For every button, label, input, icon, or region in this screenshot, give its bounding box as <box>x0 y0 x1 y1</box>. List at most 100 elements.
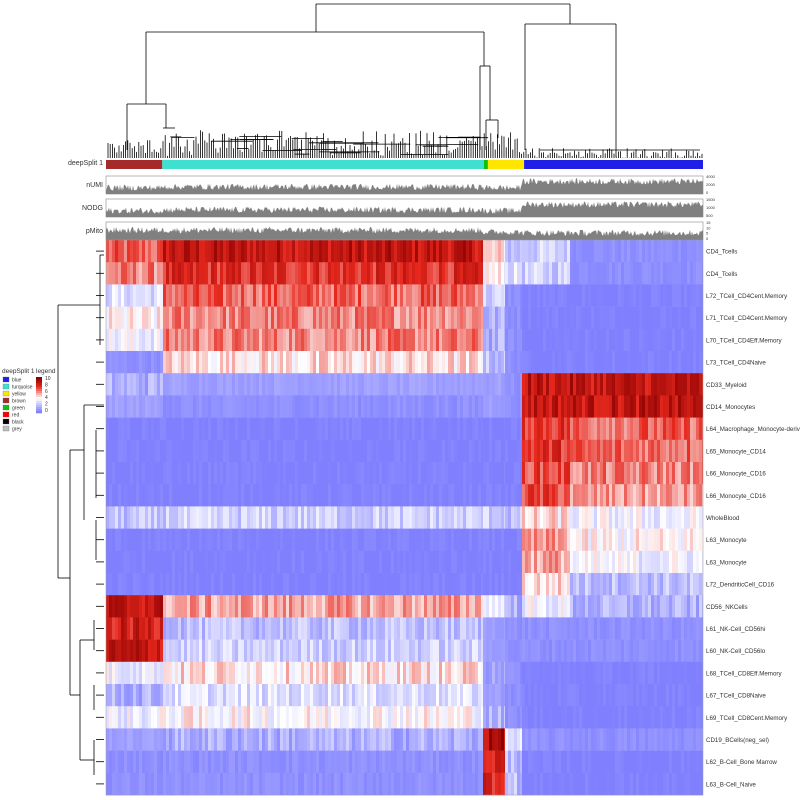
heatmap-cell <box>442 240 445 263</box>
heatmap-cell <box>133 706 136 729</box>
heatmap-cell <box>145 306 148 330</box>
heatmap-cell <box>486 462 489 485</box>
heatmap-cell <box>358 484 361 507</box>
heatmap-cell <box>549 550 552 574</box>
heatmap-cell <box>367 484 370 507</box>
heatmap-cell <box>343 661 346 685</box>
heatmap-cell <box>511 373 514 396</box>
heatmap-cell <box>298 528 301 552</box>
heatmap-cell <box>597 395 600 418</box>
heatmap-cell <box>295 373 298 396</box>
heatmap-cell <box>166 462 169 485</box>
heatmap-cell <box>591 506 594 529</box>
heatmap-cell <box>121 240 124 263</box>
heatmap-cell <box>238 728 241 751</box>
heatmap-cell <box>118 373 121 396</box>
heatmap-cell <box>229 373 232 396</box>
heatmap-cell <box>696 506 699 529</box>
heatmap-cell <box>208 262 211 285</box>
heatmap-cell <box>301 328 304 352</box>
heatmap-cell <box>558 573 561 596</box>
heatmap-cell <box>154 639 157 663</box>
heatmap-cell <box>397 639 400 663</box>
heatmap-cell <box>388 240 391 263</box>
heatmap-cell <box>124 573 127 596</box>
heatmap-cell <box>190 661 193 685</box>
heatmap-cell <box>690 462 693 485</box>
heatmap-cell <box>406 484 409 507</box>
heatmap-cell <box>412 684 415 707</box>
heatmap-cell <box>693 484 696 507</box>
heatmap-cell <box>627 706 630 729</box>
heatmap-cell <box>433 595 436 618</box>
heatmap-cell <box>205 328 208 352</box>
heatmap-cell <box>196 284 199 307</box>
heatmap-cell <box>567 262 570 285</box>
heatmap-cell <box>289 706 292 729</box>
heatmap-cell <box>666 661 669 685</box>
heatmap-cell <box>199 684 202 707</box>
heatmap-cell <box>241 728 244 751</box>
heatmap-cell <box>226 639 229 663</box>
heatmap-cell <box>657 439 660 463</box>
heatmap-cell <box>439 328 442 352</box>
heatmap-cell <box>253 684 256 707</box>
heatmap-cell <box>570 306 573 330</box>
heatmap-cell <box>424 684 427 707</box>
heatmap-cell <box>552 262 555 285</box>
heatmap-cell <box>486 528 489 552</box>
heatmap-cell <box>310 706 313 729</box>
heatmap-cell <box>391 595 394 618</box>
heatmap-cell <box>178 351 181 374</box>
heatmap-cell <box>328 573 331 596</box>
heatmap-cell <box>514 550 517 574</box>
heatmap-cell <box>681 573 684 596</box>
heatmap-cell <box>106 417 109 441</box>
heatmap-cell <box>133 684 136 707</box>
heatmap-cell <box>552 395 555 418</box>
heatmap-cell <box>241 462 244 485</box>
heatmap-cell <box>331 439 334 463</box>
heatmap-cell <box>654 550 657 574</box>
heatmap-cell <box>433 373 436 396</box>
heatmap-cell <box>412 417 415 441</box>
heatmap-cell <box>690 262 693 285</box>
heatmap-cell <box>133 661 136 685</box>
heatmap-cell <box>262 284 265 307</box>
heatmap-cell <box>205 240 208 263</box>
heatmap-cell <box>310 395 313 418</box>
heatmap-cell <box>514 306 517 330</box>
heatmap-cell <box>585 595 588 618</box>
heatmap-cell <box>259 484 262 507</box>
heatmap-cell <box>397 462 400 485</box>
heatmap-cell <box>175 328 178 352</box>
heatmap-cell <box>139 284 142 307</box>
heatmap-cell <box>657 262 660 285</box>
heatmap-cell <box>504 306 505 330</box>
heatmap-cell <box>475 617 478 640</box>
heatmap-cell <box>166 284 169 307</box>
heatmap-cell <box>328 728 331 751</box>
heatmap-cell <box>256 417 259 441</box>
heatmap-cell <box>160 684 163 707</box>
heatmap-cell <box>621 462 624 485</box>
heatmap-cell <box>409 462 412 485</box>
heatmap-cell <box>259 439 262 463</box>
heatmap-cell <box>169 417 172 441</box>
heatmap-cell <box>127 706 130 729</box>
heatmap-cell <box>460 462 463 485</box>
heatmap-cell <box>699 373 702 396</box>
heatmap-cell <box>238 462 241 485</box>
heatmap-cell <box>376 284 379 307</box>
heatmap-cell <box>579 395 582 418</box>
heatmap-cell <box>349 395 352 418</box>
heatmap-cell <box>319 240 322 263</box>
heatmap-cell <box>483 728 486 751</box>
heatmap-cell <box>277 550 280 574</box>
heatmap-cell <box>508 661 511 685</box>
heatmap-cell <box>337 306 340 330</box>
heatmap-cell <box>169 262 172 285</box>
heatmap-cell <box>642 706 645 729</box>
heatmap-cell <box>492 306 495 330</box>
heatmap-cell <box>325 395 328 418</box>
